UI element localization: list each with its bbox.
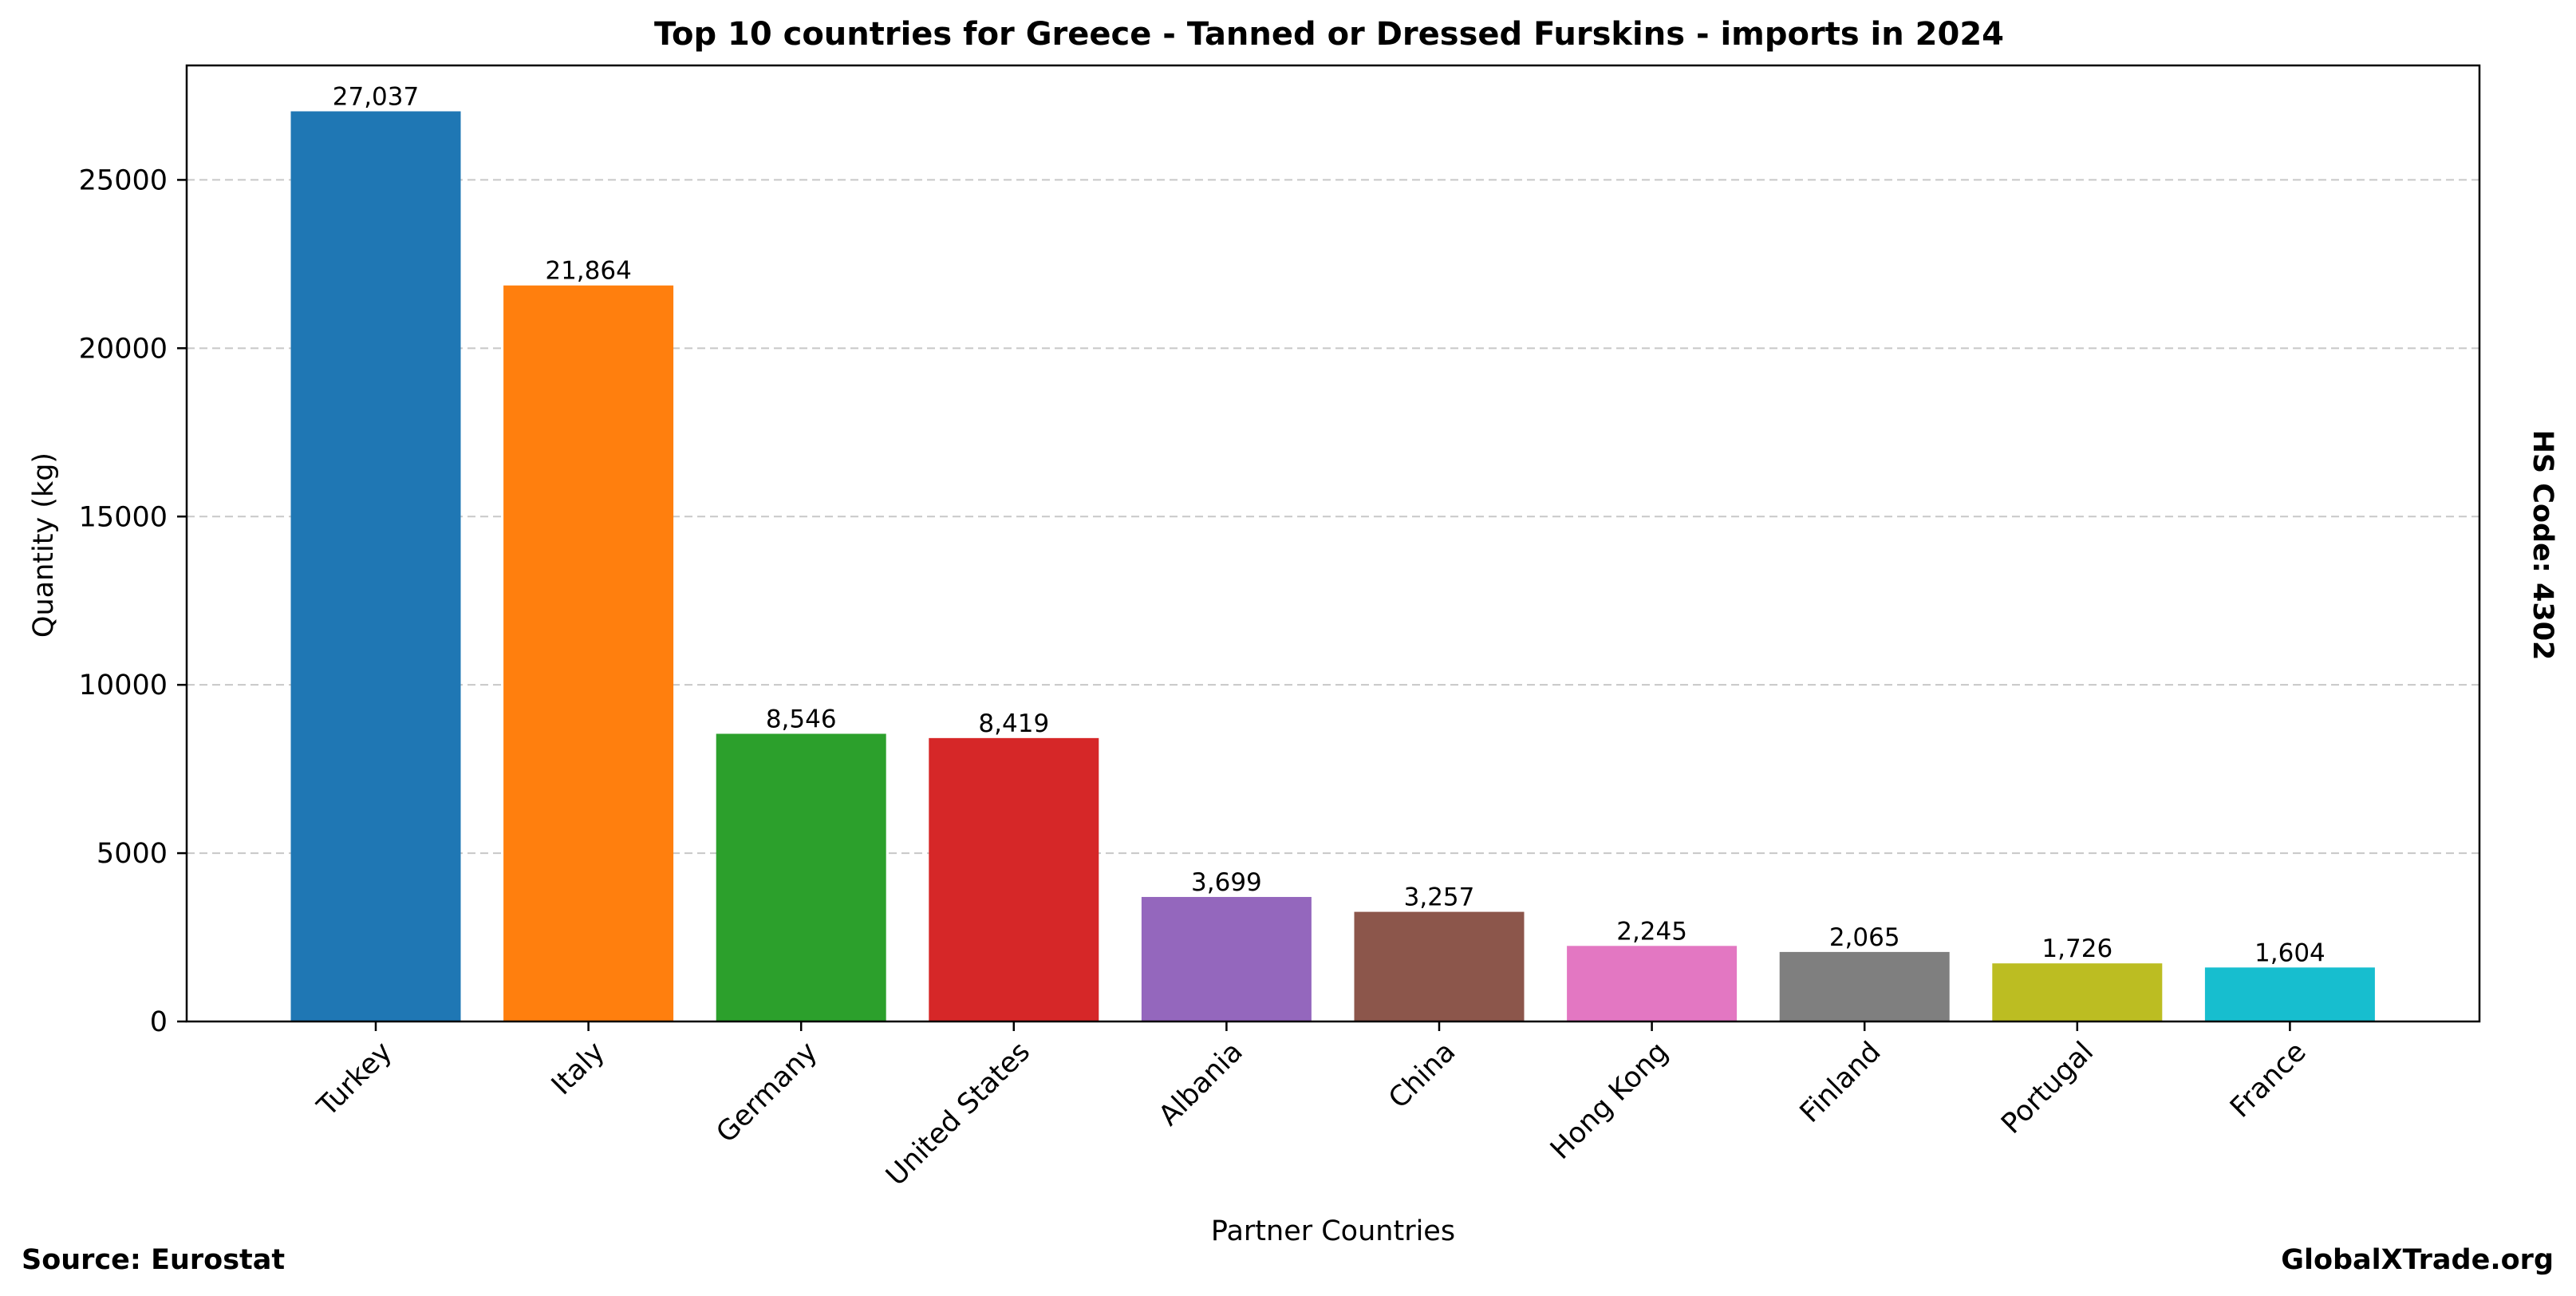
x-tick-label: Germany — [711, 1036, 824, 1149]
data-label: 1,604 — [2254, 938, 2326, 967]
data-label: 2,245 — [1616, 917, 1687, 946]
x-tick-label: Portugal — [1995, 1036, 2100, 1140]
data-labels: 27,037 21,864 8,546 8,419 3,699 3,257 2,245 2,0… — [333, 82, 2326, 967]
data-label: 27,037 — [333, 82, 419, 111]
data-label: 2,065 — [1829, 923, 1900, 952]
data-label: 21,864 — [545, 257, 631, 286]
chart-title: Top 10 countries for Greece - Tanned or … — [654, 16, 2004, 53]
x-tick-label: Italy — [546, 1036, 611, 1101]
bar-china — [1354, 911, 1525, 1021]
x-tick-label: Albania — [1153, 1036, 1249, 1132]
bar-portugal — [1992, 963, 2163, 1021]
data-label: 3,257 — [1404, 883, 1475, 912]
y-axis-label: Quantity (kg) — [28, 452, 60, 638]
y-axis-ticks: 0 5000 10000 15000 20000 25000 — [79, 164, 187, 1038]
x-axis-ticks: Turkey Italy Germany United States Albania Ch… — [311, 1021, 2313, 1192]
y-tick-label: 25000 — [79, 164, 168, 196]
data-label: 1,726 — [2041, 934, 2112, 963]
source-label: Source: Eurostat — [22, 1244, 285, 1276]
bar-germany — [716, 733, 886, 1021]
x-tick-label: China — [1383, 1036, 1462, 1115]
plot-frame — [185, 64, 2481, 1023]
x-tick-label: Turkey — [311, 1036, 399, 1124]
x-tick-label: Hong Kong — [1544, 1036, 1675, 1166]
hs-code-label: HS Code: 4302 — [2527, 430, 2558, 661]
data-label: 8,546 — [766, 705, 837, 734]
y-tick-label: 20000 — [79, 333, 168, 365]
bar-united-states — [929, 737, 1099, 1021]
y-tick-label: 15000 — [79, 501, 168, 533]
y-tick-label: 0 — [150, 1006, 168, 1038]
x-axis-label: Partner Countries — [1211, 1215, 1455, 1247]
x-tick-label: Finland — [1794, 1036, 1888, 1129]
bars — [290, 111, 2375, 1021]
x-tick-label: France — [2224, 1036, 2313, 1124]
y-tick-label: 10000 — [79, 670, 168, 701]
data-label: 8,419 — [978, 709, 1049, 738]
site-label: GlobalXTrade.org — [2281, 1244, 2554, 1276]
bar-finland — [1779, 951, 1950, 1021]
data-label: 3,699 — [1191, 868, 1262, 897]
y-tick-label: 5000 — [97, 838, 168, 870]
x-tick-label: United States — [880, 1036, 1036, 1192]
bar-hong-kong — [1567, 946, 1738, 1021]
bar-albania — [1141, 896, 1312, 1021]
bar-italy — [503, 285, 674, 1021]
bar-france — [2204, 967, 2375, 1021]
bar-turkey — [290, 111, 461, 1021]
